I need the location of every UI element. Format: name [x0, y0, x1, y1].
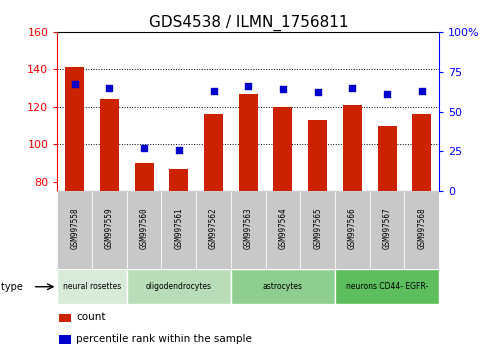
Bar [231, 269, 335, 304]
Text: GSM997563: GSM997563 [244, 208, 253, 249]
Text: neural rosettes: neural rosettes [63, 282, 121, 291]
Text: GSM997562: GSM997562 [209, 208, 218, 249]
Bar [169, 169, 189, 191]
Text: count: count [76, 312, 106, 322]
Bar [343, 105, 362, 191]
Bar [335, 269, 439, 304]
Point [210, 88, 218, 93]
Point [279, 86, 287, 92]
Bar [127, 191, 162, 269]
Bar [273, 107, 292, 191]
Bar [204, 114, 223, 191]
Bar [57, 191, 92, 269]
Text: cell type: cell type [0, 282, 23, 292]
Point [105, 85, 113, 91]
Text: GSM997568: GSM997568 [417, 208, 426, 249]
Text: astrocytes: astrocytes [263, 282, 303, 291]
Bar [412, 114, 431, 191]
Bar [135, 163, 154, 191]
Text: GSM997559: GSM997559 [105, 208, 114, 249]
Bar [65, 68, 84, 191]
Bar [92, 191, 127, 269]
Text: GSM997558: GSM997558 [70, 208, 79, 249]
Text: oligodendrocytes: oligodendrocytes [146, 282, 212, 291]
Bar [335, 191, 370, 269]
Text: GSM997560: GSM997560 [140, 208, 149, 249]
Bar [378, 126, 397, 191]
Point [383, 91, 391, 97]
Bar [100, 99, 119, 191]
Text: percentile rank within the sample: percentile rank within the sample [76, 334, 252, 344]
Bar [59, 335, 71, 343]
Point [348, 85, 356, 91]
Bar [59, 314, 71, 322]
Bar [300, 191, 335, 269]
Point [418, 88, 426, 93]
Text: GSM997567: GSM997567 [383, 208, 392, 249]
Bar [162, 191, 196, 269]
Text: GSM997566: GSM997566 [348, 208, 357, 249]
Text: neurons CD44- EGFR-: neurons CD44- EGFR- [346, 282, 428, 291]
Bar [57, 269, 127, 304]
Text: GSM997561: GSM997561 [174, 208, 183, 249]
Bar [196, 191, 231, 269]
Point [314, 90, 322, 95]
Bar [231, 191, 265, 269]
Bar [404, 191, 439, 269]
Bar [370, 191, 404, 269]
Point [175, 147, 183, 153]
Point [71, 81, 79, 87]
Bar [239, 94, 258, 191]
Bar [265, 191, 300, 269]
Bar [127, 269, 231, 304]
Bar [308, 120, 327, 191]
Text: GSM997564: GSM997564 [278, 208, 287, 249]
Title: GDS4538 / ILMN_1756811: GDS4538 / ILMN_1756811 [149, 14, 348, 30]
Point [140, 145, 148, 151]
Point [244, 83, 252, 89]
Text: GSM997565: GSM997565 [313, 208, 322, 249]
